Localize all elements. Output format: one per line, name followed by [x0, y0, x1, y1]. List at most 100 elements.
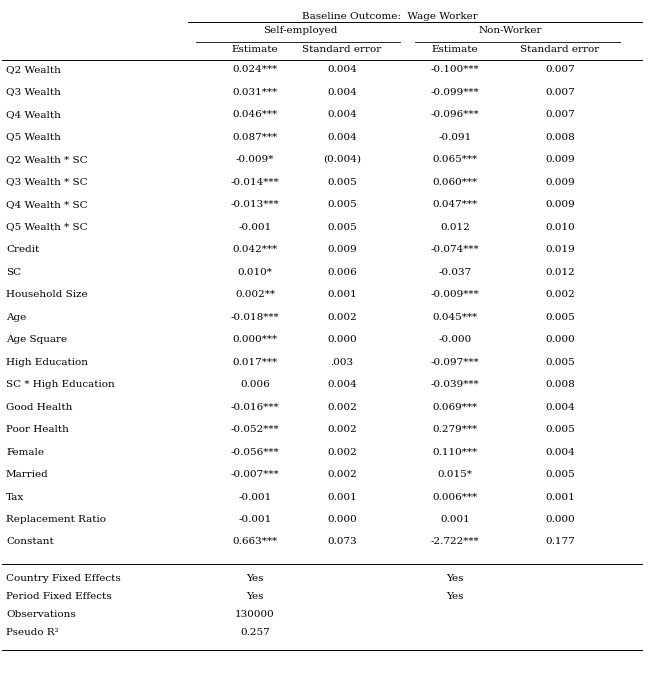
Text: 0.001: 0.001: [545, 493, 575, 501]
Text: 0.000: 0.000: [327, 515, 357, 524]
Text: 0.004: 0.004: [545, 447, 575, 456]
Text: 0.008: 0.008: [545, 132, 575, 142]
Text: 0.031***: 0.031***: [233, 88, 277, 97]
Text: 0.005: 0.005: [327, 177, 357, 186]
Text: 0.024***: 0.024***: [233, 65, 277, 74]
Text: 0.042***: 0.042***: [233, 245, 277, 254]
Text: Yes: Yes: [246, 574, 264, 583]
Text: Good Health: Good Health: [6, 403, 73, 412]
Text: Yes: Yes: [446, 574, 464, 583]
Text: Q4 Wealth * SC: Q4 Wealth * SC: [6, 200, 87, 209]
Text: .003: .003: [330, 358, 354, 366]
Text: 0.002: 0.002: [327, 470, 357, 479]
Text: Household Size: Household Size: [6, 290, 87, 299]
Text: 0.005: 0.005: [545, 470, 575, 479]
Text: 0.257: 0.257: [240, 628, 270, 637]
Text: -0.016***: -0.016***: [231, 403, 279, 412]
Text: 0.001: 0.001: [327, 493, 357, 501]
Text: 0.004: 0.004: [545, 403, 575, 412]
Text: 0.001: 0.001: [440, 515, 470, 524]
Text: Pseudo R²: Pseudo R²: [6, 628, 59, 637]
Text: 0.279***: 0.279***: [432, 425, 478, 434]
Text: 0.047***: 0.047***: [432, 200, 478, 209]
Text: -0.013***: -0.013***: [231, 200, 279, 209]
Text: 0.006: 0.006: [327, 268, 357, 277]
Text: Q5 Wealth * SC: Q5 Wealth * SC: [6, 223, 87, 232]
Text: Standard error: Standard error: [303, 45, 382, 54]
Text: Yes: Yes: [446, 592, 464, 601]
Text: Constant: Constant: [6, 538, 54, 547]
Text: -0.099***: -0.099***: [431, 88, 480, 97]
Text: 0.007: 0.007: [545, 110, 575, 119]
Text: Estimate: Estimate: [232, 45, 278, 54]
Text: 0.012: 0.012: [545, 268, 575, 277]
Text: Tax: Tax: [6, 493, 24, 501]
Text: 0.004: 0.004: [327, 88, 357, 97]
Text: 0.007: 0.007: [545, 88, 575, 97]
Text: Q2 Wealth * SC: Q2 Wealth * SC: [6, 155, 87, 164]
Text: Non-Worker: Non-Worker: [478, 26, 542, 35]
Text: 0.006***: 0.006***: [432, 493, 478, 501]
Text: 0.000: 0.000: [545, 335, 575, 344]
Text: 0.004: 0.004: [327, 380, 357, 389]
Text: Age: Age: [6, 312, 27, 321]
Text: 0.663***: 0.663***: [233, 538, 277, 547]
Text: -0.096***: -0.096***: [431, 110, 480, 119]
Text: 0.005: 0.005: [327, 223, 357, 232]
Text: Married: Married: [6, 470, 49, 479]
Text: 0.009: 0.009: [545, 177, 575, 186]
Text: 0.015*: 0.015*: [437, 470, 472, 479]
Text: -0.009*: -0.009*: [236, 155, 274, 164]
Text: 0.110***: 0.110***: [432, 447, 478, 456]
Text: 0.019: 0.019: [545, 245, 575, 254]
Text: Standard error: Standard error: [520, 45, 599, 54]
Text: 0.008: 0.008: [545, 380, 575, 389]
Text: 0.002: 0.002: [327, 425, 357, 434]
Text: -0.056***: -0.056***: [231, 447, 279, 456]
Text: -0.001: -0.001: [238, 223, 272, 232]
Text: SC * High Education: SC * High Education: [6, 380, 115, 389]
Text: 0.002: 0.002: [327, 312, 357, 321]
Text: 0.073: 0.073: [327, 538, 357, 547]
Text: 0.004: 0.004: [327, 110, 357, 119]
Text: -0.100***: -0.100***: [431, 65, 480, 74]
Text: -0.018***: -0.018***: [231, 312, 279, 321]
Text: Q3 Wealth: Q3 Wealth: [6, 88, 61, 97]
Text: Q2 Wealth: Q2 Wealth: [6, 65, 61, 74]
Text: 0.009: 0.009: [327, 245, 357, 254]
Text: -0.014***: -0.014***: [231, 177, 279, 186]
Text: Self-employed: Self-employed: [263, 26, 337, 35]
Text: 0.177: 0.177: [545, 538, 575, 547]
Text: -0.007***: -0.007***: [231, 470, 279, 479]
Text: -0.001: -0.001: [238, 515, 272, 524]
Text: 0.017***: 0.017***: [233, 358, 277, 366]
Text: 0.005: 0.005: [545, 425, 575, 434]
Text: 0.060***: 0.060***: [432, 177, 478, 186]
Text: 0.012: 0.012: [440, 223, 470, 232]
Text: -0.074***: -0.074***: [431, 245, 480, 254]
Text: 0.000***: 0.000***: [233, 335, 277, 344]
Text: Age Square: Age Square: [6, 335, 67, 344]
Text: -0.000: -0.000: [439, 335, 472, 344]
Text: Observations: Observations: [6, 610, 76, 619]
Text: 0.002: 0.002: [327, 403, 357, 412]
Text: 0.045***: 0.045***: [432, 312, 478, 321]
Text: Country Fixed Effects: Country Fixed Effects: [6, 574, 121, 583]
Text: 0.004: 0.004: [327, 132, 357, 142]
Text: -0.037: -0.037: [439, 268, 472, 277]
Text: -2.722***: -2.722***: [431, 538, 480, 547]
Text: SC: SC: [6, 268, 21, 277]
Text: -0.091: -0.091: [439, 132, 472, 142]
Text: 0.010*: 0.010*: [238, 268, 272, 277]
Text: -0.039***: -0.039***: [431, 380, 480, 389]
Text: 0.000: 0.000: [327, 335, 357, 344]
Text: -0.009***: -0.009***: [431, 290, 480, 299]
Text: Poor Health: Poor Health: [6, 425, 69, 434]
Text: -0.097***: -0.097***: [431, 358, 480, 366]
Text: (0.004): (0.004): [323, 155, 361, 164]
Text: Yes: Yes: [246, 592, 264, 601]
Text: High Education: High Education: [6, 358, 88, 366]
Text: 0.001: 0.001: [327, 290, 357, 299]
Text: Female: Female: [6, 447, 44, 456]
Text: 0.005: 0.005: [327, 200, 357, 209]
